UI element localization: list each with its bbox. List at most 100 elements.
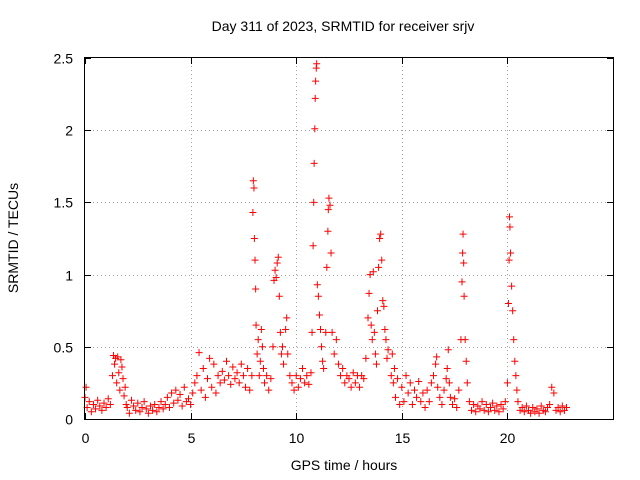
data-point <box>246 386 254 394</box>
data-point <box>259 364 267 372</box>
data-point <box>497 401 505 409</box>
data-point <box>384 346 392 354</box>
data-point <box>391 393 399 401</box>
data-point <box>106 401 114 409</box>
data-point <box>258 343 266 351</box>
data-point <box>165 403 173 411</box>
data-point <box>444 346 452 354</box>
data-point <box>541 408 549 416</box>
data-point <box>227 380 235 388</box>
data-point <box>366 271 374 279</box>
data-point <box>256 357 264 365</box>
data-point <box>482 401 490 409</box>
data-point <box>324 206 332 214</box>
data-point <box>370 328 378 336</box>
axis-ticks: 0 5 10 15 20 0 0.5 1 1.5 2 2.5 <box>54 51 613 446</box>
data-point <box>276 328 284 336</box>
data-point <box>390 364 398 372</box>
data-point <box>410 386 418 394</box>
data-point <box>153 408 161 416</box>
data-point <box>491 406 499 414</box>
data-point <box>212 389 220 397</box>
data-point <box>398 383 406 391</box>
data-point <box>529 403 537 411</box>
data-point <box>178 402 186 410</box>
data-point <box>136 408 144 416</box>
data-point <box>115 369 123 377</box>
data-point <box>318 343 326 351</box>
data-point <box>380 302 388 310</box>
data-point <box>184 395 192 403</box>
data-point <box>320 364 328 372</box>
data-point <box>310 198 318 206</box>
x-axis-title: GPS time / hours <box>291 457 398 473</box>
data-point <box>382 336 390 344</box>
data-point <box>248 372 256 380</box>
data-point <box>506 213 514 221</box>
data-point <box>356 383 364 391</box>
data-point <box>292 372 300 380</box>
data-point <box>299 364 307 372</box>
data-point <box>446 393 454 401</box>
data-point <box>296 375 304 383</box>
data-point <box>277 350 285 358</box>
grid <box>85 58 613 419</box>
data-point <box>514 398 522 406</box>
data-point <box>311 125 319 133</box>
data-point <box>92 405 100 413</box>
data-point <box>229 363 237 371</box>
data-point <box>388 350 396 358</box>
y-tick-label: 2.5 <box>54 51 74 67</box>
data-point <box>199 364 207 372</box>
data-point <box>251 256 259 264</box>
data-point <box>85 398 93 406</box>
data-point <box>375 263 383 271</box>
data-point <box>459 249 467 257</box>
data-point <box>330 350 338 358</box>
data-point <box>463 379 471 387</box>
data-point <box>351 379 359 387</box>
data-point <box>369 268 377 276</box>
data-point <box>155 403 163 411</box>
data-point <box>506 223 514 231</box>
data-point <box>301 379 309 387</box>
data-point <box>82 383 90 391</box>
data-point <box>423 386 431 394</box>
data-point <box>337 372 345 380</box>
data-point <box>176 390 184 398</box>
data-point <box>161 401 169 409</box>
data-point <box>108 372 116 380</box>
data-point <box>467 406 475 414</box>
data-point <box>509 307 517 315</box>
data-point <box>274 253 282 261</box>
data-point <box>440 386 448 394</box>
data-point <box>138 403 146 411</box>
data-point <box>379 297 387 305</box>
data-point <box>347 383 355 391</box>
data-point <box>372 360 380 368</box>
data-point <box>313 60 321 68</box>
data-point <box>328 328 336 336</box>
data-point <box>507 249 515 257</box>
data-point <box>305 380 313 388</box>
data-point <box>462 357 470 365</box>
data-point <box>134 399 142 407</box>
data-point <box>231 375 239 383</box>
data-point <box>265 386 273 394</box>
data-point <box>518 403 526 411</box>
data-point <box>180 383 188 391</box>
data-point <box>96 402 104 410</box>
data-point <box>396 401 404 409</box>
y-tick-label: 2 <box>65 123 73 139</box>
data-point <box>170 399 178 407</box>
data-point <box>433 353 441 361</box>
x-tick-label: 0 <box>82 430 90 446</box>
data-point <box>275 292 283 300</box>
data-point <box>94 396 102 404</box>
data-point <box>472 408 480 416</box>
y-tick-label: 1 <box>65 268 73 284</box>
data-point <box>520 408 528 416</box>
data-point <box>563 403 571 411</box>
data-point <box>505 256 513 264</box>
data-point <box>271 266 279 274</box>
